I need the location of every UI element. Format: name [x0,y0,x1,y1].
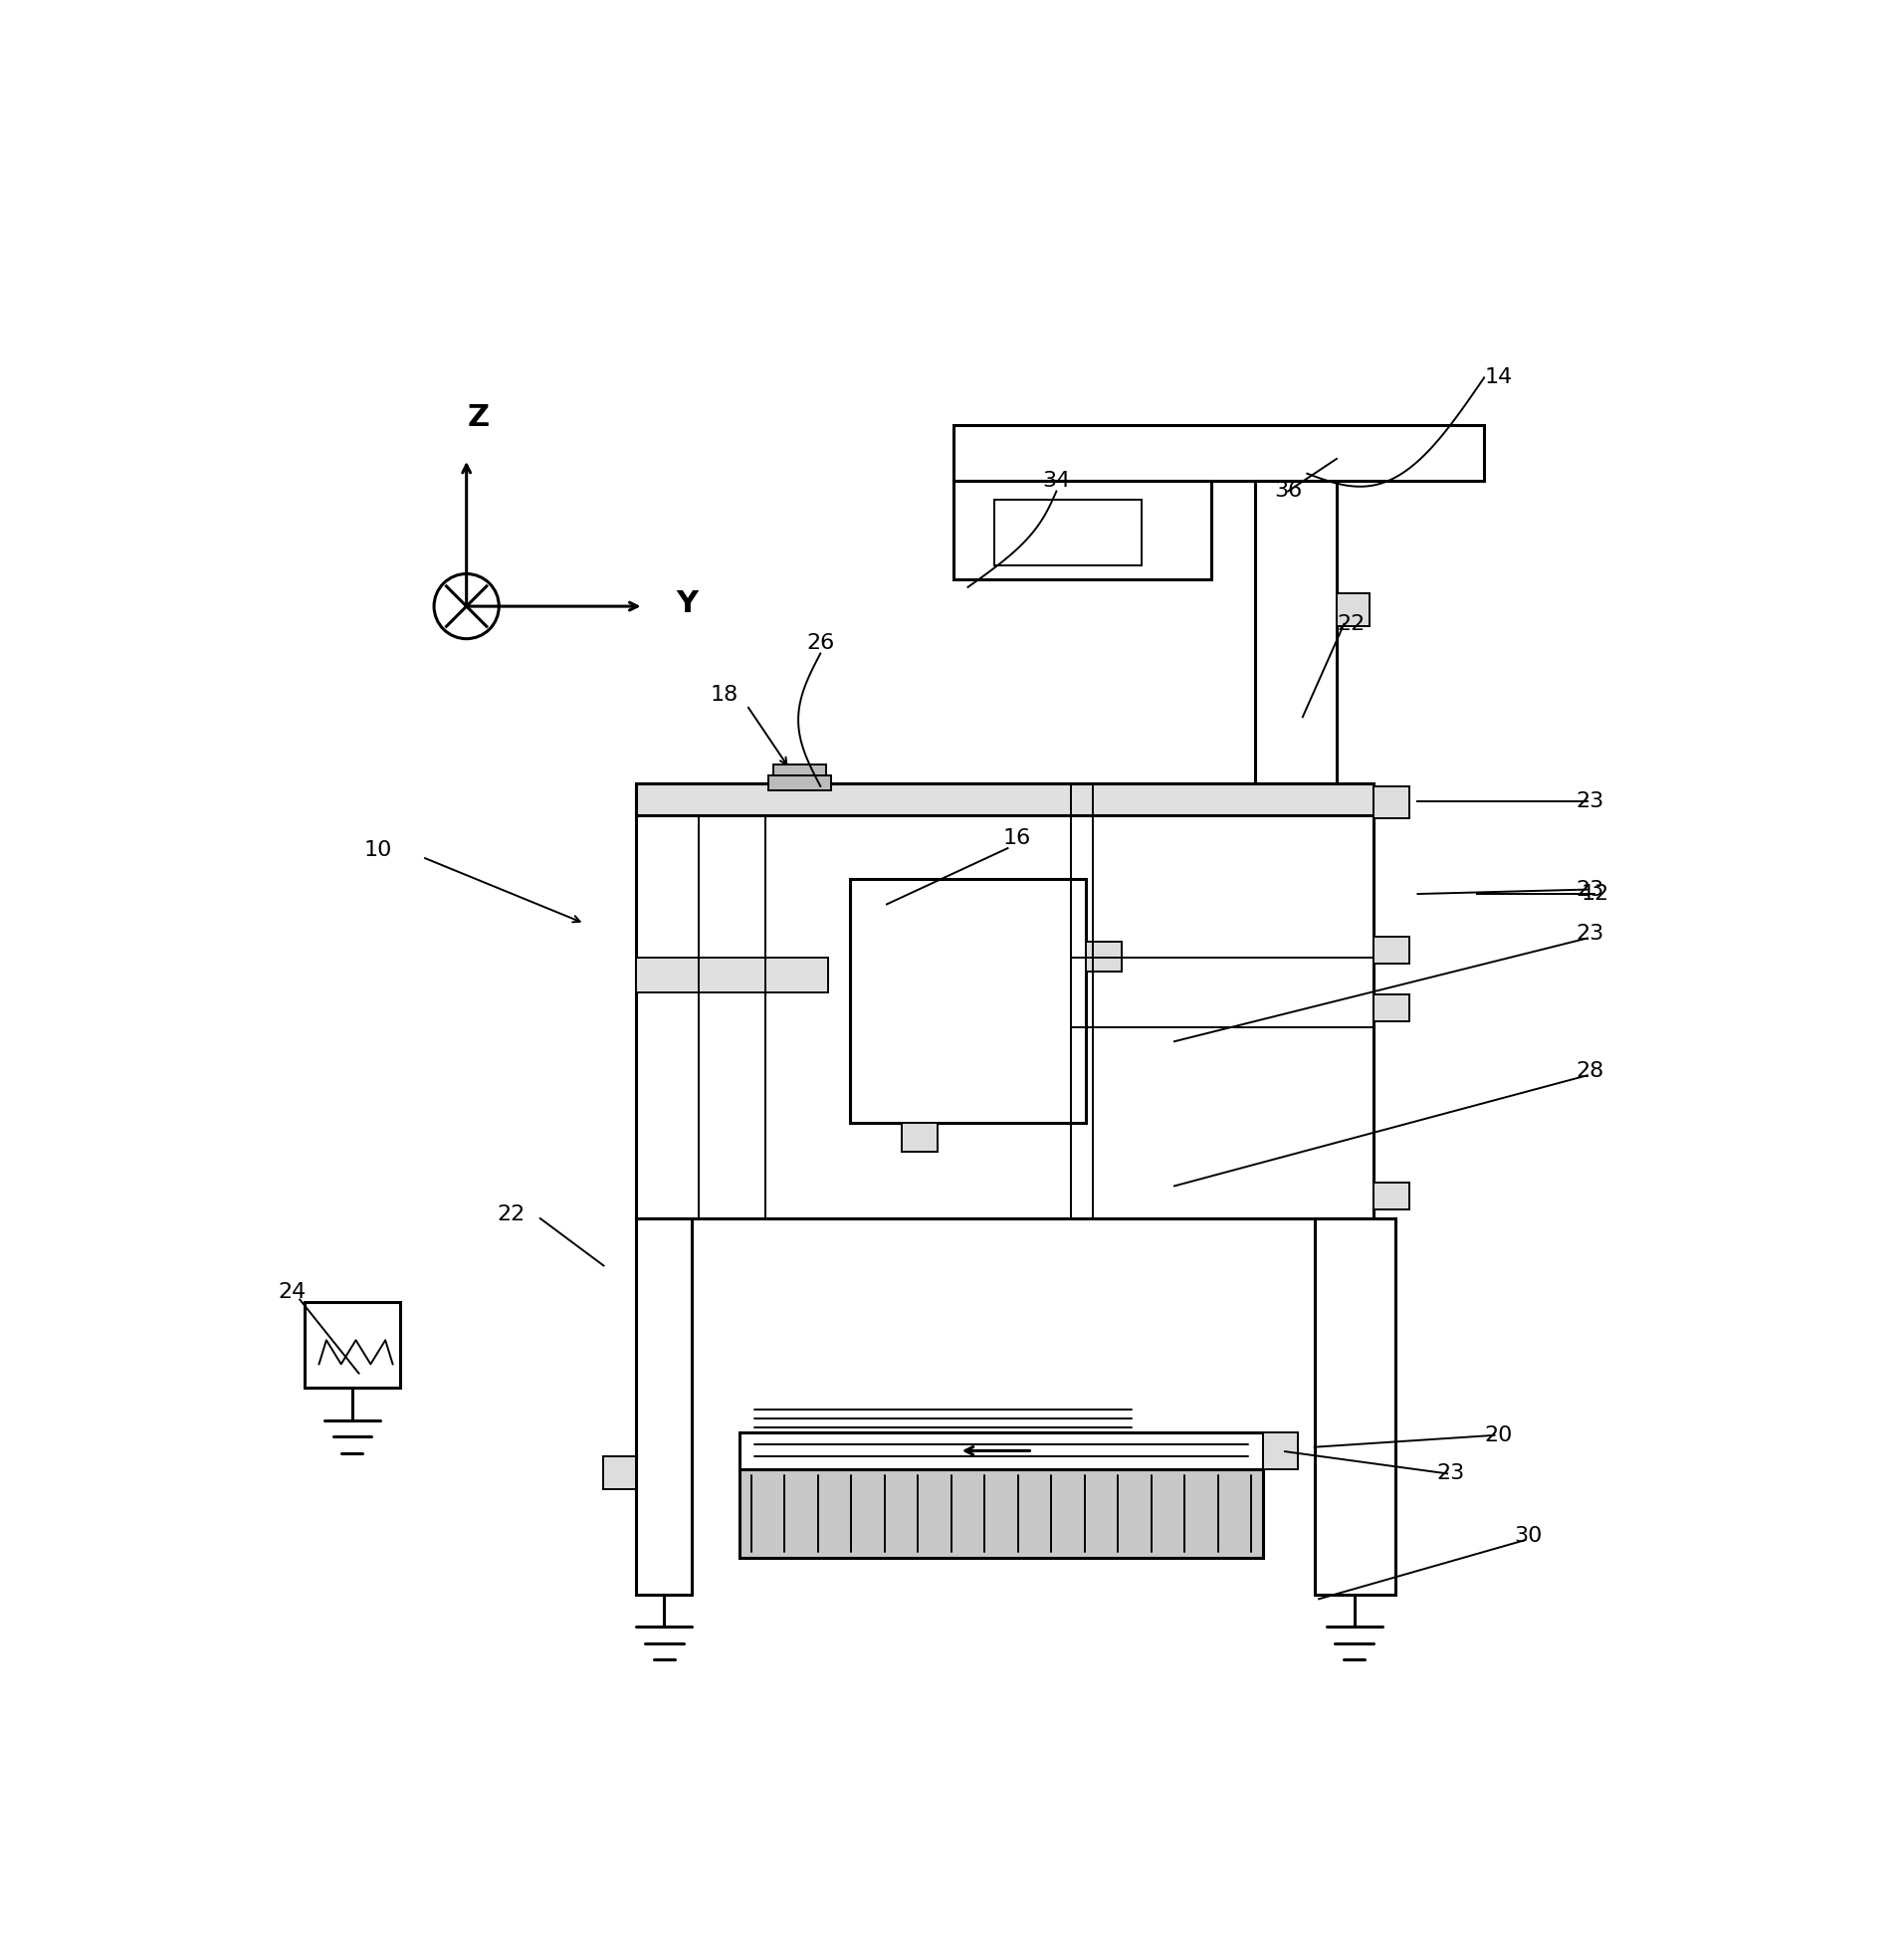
Bar [773,764,826,776]
Bar [1256,480,1336,784]
Text: 18: 18 [710,684,738,706]
Text: 23: 23 [1437,1464,1463,1484]
Bar [636,784,1374,815]
Bar [851,880,1087,1123]
Bar [304,1303,400,1388]
Text: 34: 34 [1043,470,1071,490]
Bar [769,776,832,790]
Text: 20: 20 [1484,1425,1513,1445]
Bar [1374,1184,1408,1209]
Text: 12: 12 [1581,884,1608,904]
Text: 24: 24 [278,1282,306,1301]
Bar [1315,1219,1395,1595]
Text: 22: 22 [1338,613,1366,633]
Bar [1374,786,1408,819]
Text: 23: 23 [1576,880,1604,900]
Bar [636,956,828,992]
Text: 10: 10 [363,839,392,860]
Bar [738,1470,1264,1558]
Text: Z: Z [468,404,489,433]
Text: 16: 16 [1003,827,1031,849]
Text: 36: 36 [1273,482,1302,502]
Text: 26: 26 [807,633,835,653]
Bar [1374,937,1408,962]
Text: 14: 14 [1484,368,1513,388]
Text: 23: 23 [1576,923,1604,943]
Bar [1264,1433,1298,1470]
Bar [902,1123,938,1152]
Bar [636,1219,693,1595]
Text: 28: 28 [1576,1060,1604,1080]
Text: 30: 30 [1515,1525,1543,1546]
Text: Y: Y [676,588,698,617]
Text: 22: 22 [497,1203,525,1223]
Bar [1336,594,1368,625]
Bar [738,1433,1264,1470]
Bar [995,500,1142,564]
Bar [1087,943,1121,972]
Bar [953,425,1484,480]
Bar [1374,994,1408,1021]
Text: 23: 23 [1576,792,1604,811]
Bar [636,784,1374,1219]
Bar [603,1456,636,1490]
Bar [953,480,1210,580]
